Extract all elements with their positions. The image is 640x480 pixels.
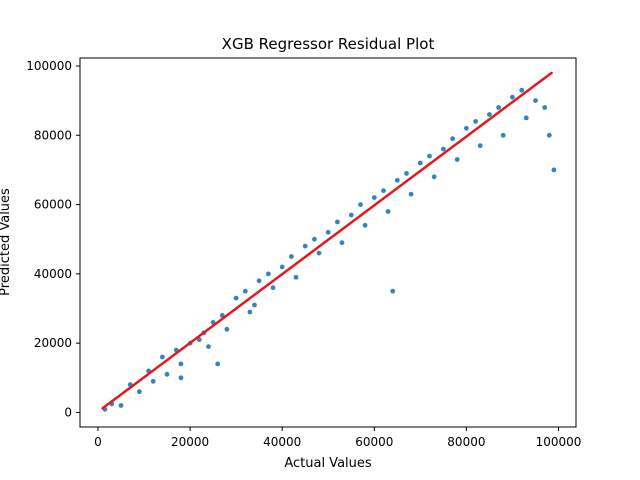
- data-point: [312, 236, 317, 242]
- y-axis: 0 20000 40000 60000 80000 100000: [26, 59, 80, 419]
- data-point: [233, 295, 239, 301]
- data-point: [390, 288, 396, 294]
- data-point: [385, 209, 391, 214]
- data-point: [551, 167, 557, 173]
- data-point: [178, 375, 184, 381]
- data-point: [431, 174, 437, 180]
- data-point: [289, 254, 294, 259]
- data-point: [242, 288, 248, 294]
- x-tick-label: 40000: [263, 435, 301, 449]
- data-point: [348, 212, 354, 218]
- data-point: [408, 191, 414, 197]
- x-tick-label: 80000: [447, 435, 485, 449]
- data-point: [394, 177, 400, 183]
- data-point: [427, 153, 432, 159]
- data-point: [542, 105, 548, 110]
- plot-area: [79, 57, 577, 428]
- chart-title: XGB Regressor Residual Plot: [222, 35, 435, 53]
- data-point: [164, 371, 170, 377]
- data-point: [279, 264, 285, 270]
- data-point: [417, 160, 423, 166]
- fit-line: [101, 71, 553, 410]
- data-point: [160, 354, 165, 360]
- y-tick-label: 40000: [34, 267, 72, 281]
- data-point: [510, 94, 515, 100]
- data-point: [477, 143, 483, 149]
- y-tick-label: 100000: [26, 59, 72, 73]
- data-point: [178, 361, 184, 367]
- data-point: [450, 136, 455, 142]
- data-point: [546, 132, 552, 138]
- x-tick-label: 0: [94, 435, 102, 449]
- data-point: [533, 98, 538, 103]
- y-tick-label: 20000: [34, 336, 72, 350]
- data-point: [293, 274, 299, 280]
- data-point: [371, 195, 377, 201]
- data-point: [270, 285, 276, 291]
- x-tick-label: 100000: [536, 435, 582, 449]
- data-point: [496, 105, 501, 110]
- data-point: [358, 202, 363, 208]
- x-axis: 0 20000 40000 60000 80000 100000: [94, 427, 581, 449]
- plot-frame: [79, 57, 577, 428]
- data-point: [473, 119, 478, 124]
- data-point: [224, 326, 230, 332]
- data-point: [487, 112, 492, 117]
- data-point: [118, 403, 124, 408]
- data-point: [252, 302, 257, 308]
- data-point: [256, 278, 262, 284]
- x-tick-label: 20000: [171, 435, 209, 449]
- data-point: [519, 87, 525, 93]
- data-point: [362, 222, 368, 228]
- data-point: [215, 361, 221, 367]
- data-point: [339, 240, 345, 246]
- data-point: [325, 229, 331, 235]
- fit-line-group: [101, 71, 553, 410]
- data-marks: [102, 87, 557, 412]
- data-point: [335, 219, 340, 225]
- data-point: [404, 171, 409, 176]
- data-point: [247, 309, 253, 315]
- data-point: [302, 243, 308, 249]
- x-axis-label: Actual Values: [284, 456, 372, 471]
- y-axis-label: Predicted Values: [0, 188, 13, 296]
- data-point: [150, 378, 156, 384]
- data-point: [137, 389, 142, 395]
- data-point: [266, 271, 271, 277]
- y-tick-label: 80000: [34, 128, 72, 142]
- data-point: [381, 188, 386, 194]
- y-tick-label: 60000: [34, 198, 72, 212]
- data-point: [464, 125, 469, 131]
- data-point: [441, 146, 446, 152]
- data-point: [454, 157, 460, 162]
- data-point: [206, 344, 211, 349]
- data-point: [500, 132, 506, 138]
- data-point: [316, 250, 322, 256]
- x-tick-label: 60000: [355, 435, 393, 449]
- data-point: [523, 115, 529, 121]
- y-tick-label: 0: [64, 405, 72, 419]
